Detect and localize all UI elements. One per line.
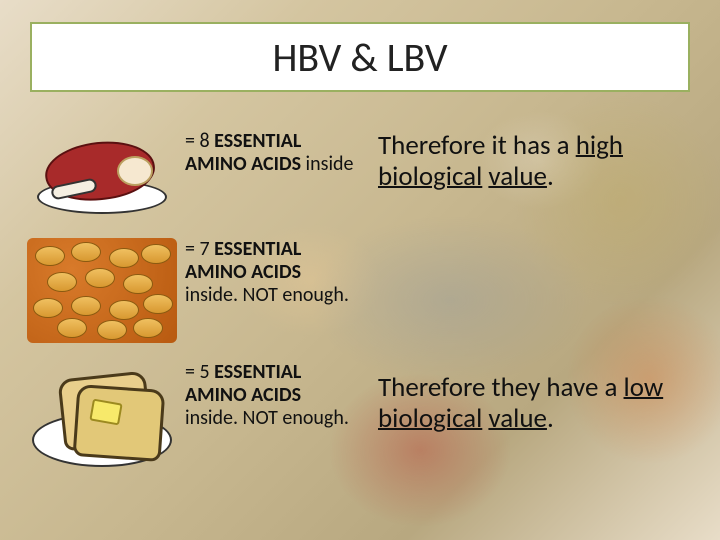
right-column: Therefore it has a high biological value… <box>378 130 698 434</box>
item-toast: = 5 ESSENTIAL AMINO ACIDS inside. NOT en… <box>24 361 354 481</box>
r1-t1: Therefore it has a <box>378 129 576 162</box>
steak-prefix: = 8 <box>185 129 214 153</box>
r2-u1: low <box>624 371 664 404</box>
beans-caption: = 7 ESSENTIAL AMINO ACIDS inside. NOT en… <box>179 238 354 307</box>
r1-t4: . <box>547 160 554 193</box>
beans-prefix: = 7 <box>185 237 214 261</box>
steak-image <box>24 130 179 220</box>
lbv-statement: Therefore they have a low biological val… <box>378 372 698 434</box>
r2-t4: . <box>547 402 554 435</box>
beans-suffix: inside. NOT enough. <box>185 283 349 307</box>
item-steak: = 8 ESSENTIAL AMINO ACIDS inside <box>24 130 354 220</box>
r1-u2: biological <box>378 160 482 193</box>
toast-image <box>24 361 179 481</box>
r2-t1: Therefore they have a <box>378 371 624 404</box>
steak-caption: = 8 ESSENTIAL AMINO ACIDS inside <box>179 130 354 176</box>
toast-prefix: = 5 <box>185 360 214 384</box>
page-title: HBV & LBV <box>272 33 447 82</box>
item-beans: = 7 ESSENTIAL AMINO ACIDS inside. NOT en… <box>24 238 354 343</box>
r1-u1: high <box>576 129 623 162</box>
r1-u3: value <box>488 160 547 193</box>
beans-image <box>24 238 179 343</box>
toast-caption: = 5 ESSENTIAL AMINO ACIDS inside. NOT en… <box>179 361 354 430</box>
left-column: = 8 ESSENTIAL AMINO ACIDS inside <box>24 130 354 499</box>
title-box: HBV & LBV <box>30 22 690 92</box>
r2-u2: biological <box>378 402 482 435</box>
steak-suffix: inside <box>301 152 354 176</box>
hbv-statement: Therefore it has a high biological value… <box>378 130 698 192</box>
r2-u3: value <box>488 402 547 435</box>
toast-suffix: inside. NOT enough. <box>185 406 349 430</box>
